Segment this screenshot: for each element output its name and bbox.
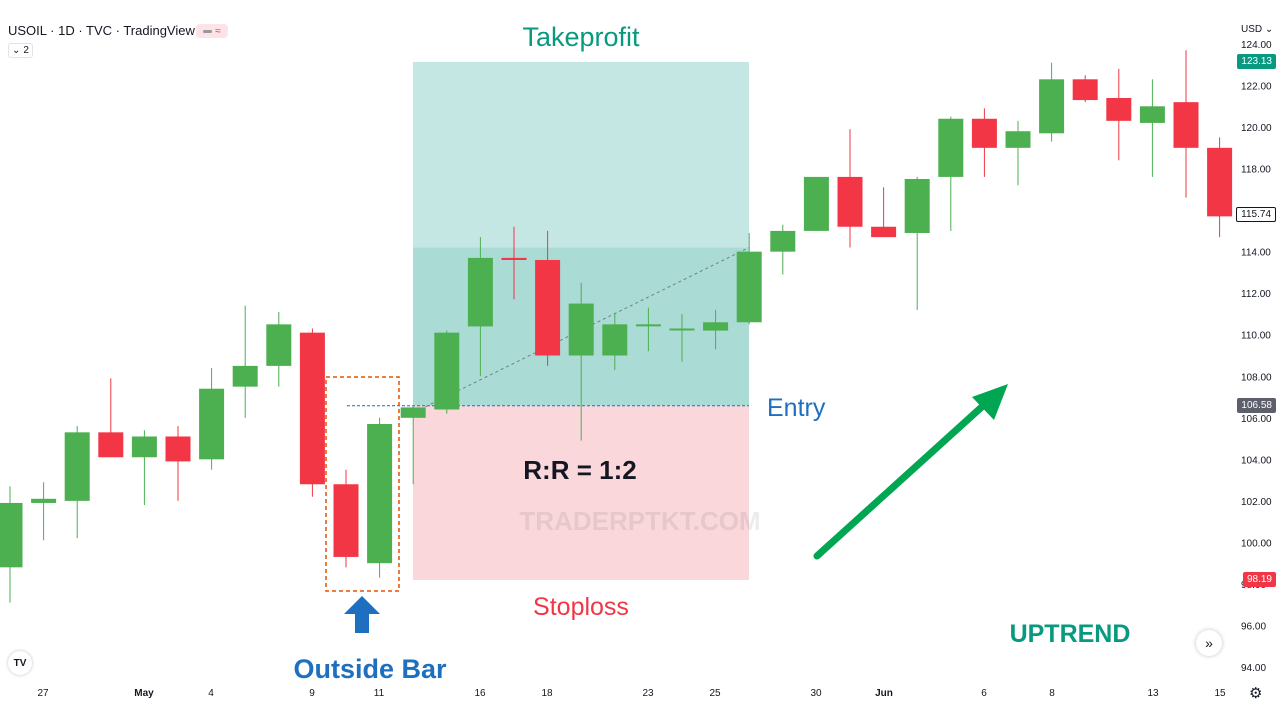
candle-body [904,178,930,233]
candle-body [568,303,594,356]
candle-body [31,498,57,503]
x-tick-label: 15 [1214,688,1226,699]
price-tag-current: 115.74 [1236,207,1276,222]
x-tick-label: 18 [541,688,553,699]
candle-body [232,365,258,387]
candle-body [703,322,729,331]
y-tick-label: 102.00 [1241,497,1272,508]
y-tick-label: 112.00 [1241,289,1271,300]
y-tick-label: 106.00 [1241,414,1272,425]
y-tick-label: 96.00 [1241,621,1266,632]
candle-body [333,484,359,557]
takeprofit-label: Takeprofit [522,22,640,52]
candle-body [64,432,90,501]
outside-bar-box [325,376,400,592]
candle-body [1072,79,1098,101]
y-tick-label: 94.00 [1241,663,1266,674]
x-tick-label: 13 [1147,688,1159,699]
candle-body [1106,97,1132,121]
y-tick-label: 104.00 [1241,455,1272,466]
uptrend-label: UPTREND [1010,620,1131,648]
candle-body [0,502,23,568]
chevron-down-icon: ⌄ [12,45,21,56]
price-tag-entry: 106.58 [1237,398,1276,413]
takeprofit-zone-upper [413,62,749,248]
x-tick-label: 6 [981,688,987,699]
candle-body [871,226,897,238]
trend-arrow-head-icon [972,384,1008,420]
indicator-pill[interactable]: ≈ [196,24,228,38]
candle-body [938,118,964,177]
y-tick-label: 124.00 [1241,40,1272,51]
arrow-up-icon [344,596,380,633]
wave-icon: ≈ [215,25,221,37]
x-tick-label: 23 [642,688,654,699]
candle-body [1207,147,1233,217]
candle-body [736,251,762,323]
candle-body [501,257,527,260]
candle-body [400,407,426,418]
candle-body [669,328,695,331]
candle-body [367,424,393,564]
x-tick-label: 25 [709,688,721,699]
position-path-line [419,247,750,410]
x-tick-label: 11 [374,688,385,699]
price-tag-last: 123.13 [1237,54,1276,69]
x-tick-label: 8 [1049,688,1055,699]
y-tick-label: 114.00 [1241,248,1271,259]
dash-icon [203,29,213,33]
candle-body [1139,106,1165,123]
candle-body [1039,79,1065,134]
y-tick-label: 110.00 [1241,331,1271,342]
y-tick-label: 120.00 [1241,123,1272,134]
candle-body [199,388,225,460]
collapse-indicators-button[interactable]: ⌄ 2 [8,43,33,58]
candle-body [434,332,460,410]
collapse-count: 2 [23,45,29,56]
candle-body [1005,131,1031,148]
candle-body [467,257,493,327]
double-chevron-right-icon: » [1205,635,1213,651]
y-tick-label: 108.00 [1241,372,1272,383]
gear-icon[interactable]: ⚙ [1249,685,1263,702]
candle-body [770,230,796,252]
candle-body [837,176,863,227]
y-tick-label: 122.00 [1241,82,1272,93]
x-tick-label: 9 [309,688,315,699]
x-tick-label: Jun [875,688,893,699]
candle-body [971,118,997,148]
currency-label: USD ⌄ [1241,24,1273,35]
entry-label: Entry [767,394,826,422]
outside-bar-label: Outside Bar [293,654,447,684]
candle-body [131,436,157,458]
x-tick-label: 16 [474,688,486,699]
candle-body [635,324,661,327]
chart-title: USOIL · 1D · TVC · TradingView [8,23,195,38]
risk-reward-label: R:R = 1:2 [523,455,636,485]
x-tick-label: 27 [37,688,49,699]
candle-body [266,324,292,366]
candle-body [165,436,191,462]
x-tick-label: 4 [208,688,214,699]
x-tick-label: May [134,688,154,699]
watermark-text: TRADERPTKT.COM [519,506,760,536]
y-tick-label: 118.00 [1241,165,1271,176]
tradingview-logo-icon[interactable]: TV [8,651,32,675]
y-tick-label: 100.00 [1241,538,1272,549]
stoploss-label: Stoploss [533,593,629,621]
scroll-to-latest-button[interactable]: » [1196,630,1222,656]
candle-body [299,332,325,485]
candle-body [803,176,829,231]
trend-arrow-shaft [813,400,989,560]
candle-body [602,324,628,356]
candle-body [535,259,561,356]
x-tick-label: 30 [810,688,822,699]
candle-body [98,432,124,458]
candle-body [1173,102,1199,148]
price-tag-stop: 98.19 [1242,572,1276,587]
